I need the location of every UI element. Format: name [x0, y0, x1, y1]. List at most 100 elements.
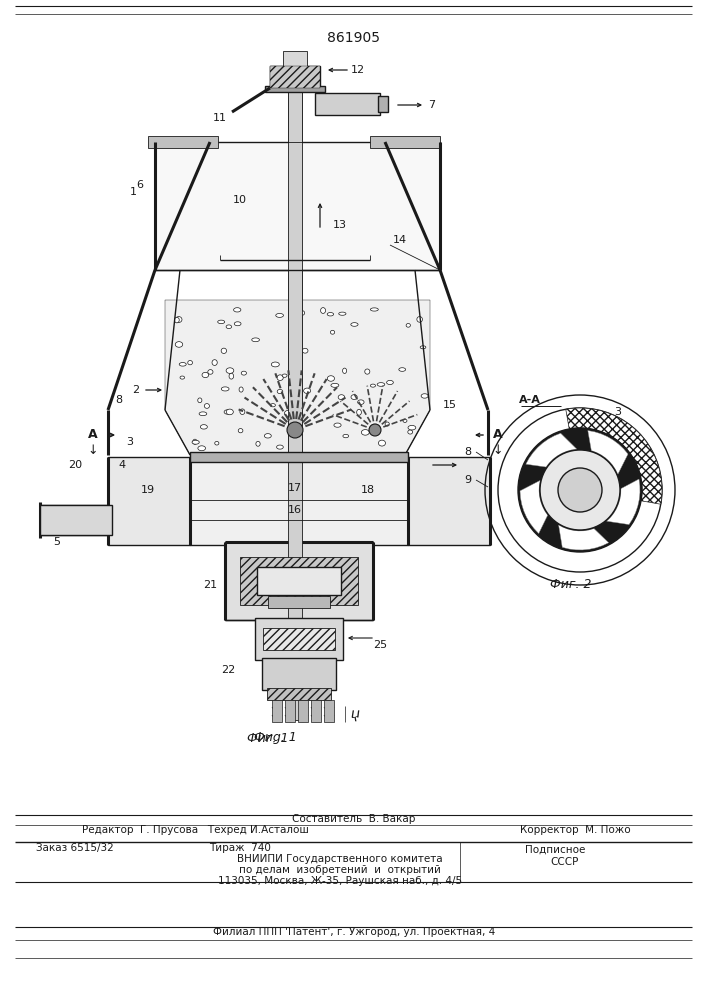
Text: 10: 10	[233, 195, 247, 205]
Polygon shape	[520, 480, 548, 534]
Text: Тираж  740: Тираж 740	[209, 843, 271, 853]
Ellipse shape	[175, 342, 182, 347]
Ellipse shape	[331, 383, 339, 387]
Text: Корректор  М. Пожо: Корректор М. Пожо	[520, 825, 631, 835]
Ellipse shape	[403, 419, 407, 422]
Ellipse shape	[290, 338, 297, 342]
Ellipse shape	[358, 400, 364, 404]
Ellipse shape	[175, 317, 180, 323]
Text: 3: 3	[127, 437, 134, 447]
Bar	[298, 700, 308, 722]
Ellipse shape	[288, 445, 296, 449]
Ellipse shape	[188, 361, 192, 365]
Ellipse shape	[277, 389, 283, 394]
Bar	[285, 700, 295, 722]
Bar	[324, 700, 334, 722]
Ellipse shape	[276, 445, 284, 449]
Bar	[267, 688, 331, 700]
Ellipse shape	[293, 427, 300, 431]
Text: 15: 15	[443, 400, 457, 410]
Polygon shape	[566, 408, 662, 504]
Text: 21: 21	[203, 580, 217, 590]
Text: Филиал ППП 'Патент', г. Ужгород, ул. Проектная, 4: Филиал ППП 'Патент', г. Ужгород, ул. Про…	[213, 927, 495, 937]
Bar	[155, 142, 440, 270]
Polygon shape	[607, 479, 640, 525]
Ellipse shape	[239, 387, 243, 392]
Text: Фиг. 1: Фиг. 1	[247, 732, 288, 744]
Polygon shape	[526, 433, 577, 467]
Text: А: А	[493, 428, 503, 442]
Ellipse shape	[370, 384, 375, 387]
Ellipse shape	[385, 422, 390, 426]
Text: 14: 14	[393, 235, 407, 245]
Ellipse shape	[343, 368, 346, 373]
Ellipse shape	[226, 325, 232, 329]
Ellipse shape	[370, 308, 378, 311]
Ellipse shape	[408, 425, 416, 430]
Ellipse shape	[292, 348, 296, 354]
Ellipse shape	[406, 323, 410, 327]
Ellipse shape	[202, 372, 209, 378]
Ellipse shape	[378, 383, 385, 386]
Bar	[268, 596, 330, 608]
Ellipse shape	[339, 312, 346, 315]
Ellipse shape	[387, 380, 393, 385]
Ellipse shape	[327, 376, 334, 381]
Ellipse shape	[320, 308, 326, 313]
Text: 2: 2	[132, 385, 139, 395]
Ellipse shape	[357, 409, 361, 415]
Text: 13: 13	[333, 220, 347, 230]
Bar	[262, 658, 336, 690]
Ellipse shape	[198, 398, 202, 403]
Ellipse shape	[399, 368, 406, 371]
Text: 17: 17	[288, 483, 302, 493]
Text: 25: 25	[373, 640, 387, 650]
Ellipse shape	[212, 360, 217, 365]
Bar	[257, 567, 341, 595]
Ellipse shape	[233, 308, 241, 312]
Text: А: А	[88, 428, 98, 442]
Text: 18: 18	[361, 485, 375, 495]
Text: по делам  изобретений  и  открытий: по делам изобретений и открытий	[239, 865, 441, 875]
Ellipse shape	[284, 410, 292, 416]
Text: 9: 9	[464, 475, 472, 485]
Bar	[265, 86, 325, 92]
Ellipse shape	[234, 322, 241, 326]
Text: 3: 3	[614, 407, 621, 417]
Text: 7: 7	[428, 100, 436, 110]
Bar	[270, 66, 320, 88]
Circle shape	[369, 424, 381, 436]
Text: Фиг. 2: Фиг. 2	[550, 578, 592, 591]
Ellipse shape	[271, 362, 279, 367]
Ellipse shape	[208, 370, 213, 374]
Text: Фиg. 1: Фиg. 1	[254, 732, 296, 744]
Circle shape	[287, 422, 303, 438]
Ellipse shape	[215, 441, 219, 445]
Text: 2: 2	[631, 435, 638, 445]
Bar	[315, 93, 380, 115]
Circle shape	[558, 468, 602, 512]
Text: 20: 20	[68, 460, 82, 470]
Text: 4: 4	[119, 460, 126, 470]
Ellipse shape	[238, 429, 243, 433]
Ellipse shape	[277, 375, 284, 380]
Bar	[240, 557, 358, 605]
Bar	[283, 51, 307, 66]
Text: ВНИИПИ Государственного комитета: ВНИИПИ Государственного комитета	[237, 854, 443, 864]
Ellipse shape	[192, 440, 199, 444]
Ellipse shape	[218, 320, 225, 324]
Bar	[40, 505, 112, 535]
Text: ↓: ↓	[493, 444, 503, 456]
Bar	[270, 66, 320, 88]
Ellipse shape	[300, 311, 305, 315]
Text: А-А: А-А	[519, 395, 541, 405]
Ellipse shape	[256, 441, 260, 446]
Text: 11: 11	[213, 113, 227, 123]
Text: 19: 19	[141, 485, 155, 495]
Ellipse shape	[282, 374, 287, 377]
Ellipse shape	[229, 373, 233, 379]
Ellipse shape	[226, 368, 234, 373]
Bar	[311, 700, 321, 722]
Bar	[190, 457, 408, 545]
Text: 16: 16	[288, 505, 302, 515]
